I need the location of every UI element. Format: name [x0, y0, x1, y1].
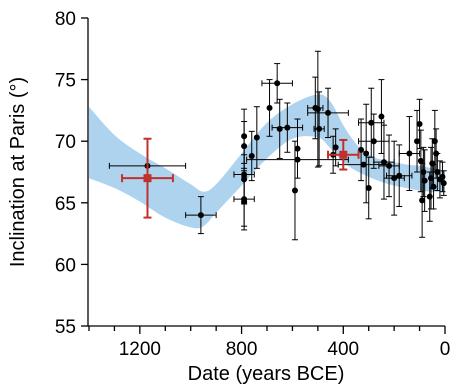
data-point	[276, 98, 283, 159]
point-marker	[241, 198, 248, 205]
point-marker	[416, 120, 423, 127]
point-marker	[421, 177, 428, 184]
point-marker	[197, 212, 204, 219]
point-marker	[294, 145, 301, 152]
y-tick-label: 70	[55, 132, 76, 153]
point-marker	[419, 197, 426, 204]
point-marker	[314, 106, 321, 113]
point-marker	[360, 161, 367, 168]
data-point	[416, 98, 423, 150]
point-marker	[274, 80, 281, 87]
point-marker	[430, 183, 437, 190]
highlight-point	[327, 138, 360, 171]
point-marker	[368, 119, 375, 126]
data-point	[253, 106, 260, 169]
point-marker	[406, 150, 413, 157]
point-marker	[363, 150, 370, 157]
data-point	[419, 162, 426, 238]
data-point	[434, 153, 441, 191]
point-marker	[253, 134, 260, 141]
y-tick-label: 65	[55, 194, 76, 215]
data-point	[378, 79, 385, 155]
point-marker	[440, 180, 447, 187]
point-marker	[414, 138, 421, 145]
point-marker	[426, 193, 433, 200]
point-marker	[332, 144, 339, 151]
y-axis-label: Inclination at Paris (°)	[7, 77, 29, 267]
data-point	[294, 118, 301, 179]
data-point	[261, 63, 293, 104]
y-tick-label: 80	[55, 9, 76, 30]
data-point	[421, 149, 428, 212]
confidence-band-area	[89, 94, 445, 229]
x-tick-label: 400	[327, 339, 359, 360]
point-marker	[248, 152, 255, 159]
data-point	[241, 176, 248, 227]
highlight-series	[121, 137, 360, 219]
point-marker	[391, 175, 398, 182]
data-point	[440, 170, 447, 196]
point-marker	[417, 157, 424, 164]
point-marker	[358, 146, 365, 153]
data-point	[383, 140, 405, 216]
x-axis-label: Date (years BCE)	[188, 363, 345, 385]
point-marker	[370, 138, 377, 145]
point-marker	[431, 138, 438, 145]
data-point	[314, 50, 321, 168]
point-marker	[284, 124, 291, 131]
data-point	[398, 116, 421, 191]
data-point	[358, 118, 365, 182]
data-point	[248, 130, 255, 182]
data-point	[246, 156, 349, 163]
data-point	[358, 87, 385, 158]
point-marker	[316, 125, 323, 132]
point-marker	[378, 113, 385, 120]
point-marker	[291, 187, 298, 194]
data-point	[417, 129, 424, 193]
point-marker	[380, 159, 387, 166]
point-marker	[276, 125, 283, 132]
y-tick-label: 60	[55, 255, 76, 276]
data-point	[414, 109, 421, 173]
highlight-marker	[339, 150, 348, 159]
data-point	[313, 91, 325, 167]
point-marker	[365, 185, 372, 192]
y-tick-label: 55	[55, 317, 76, 338]
point-marker	[325, 109, 332, 116]
confidence-band	[89, 94, 445, 229]
point-marker	[439, 173, 446, 180]
highlight-point	[121, 137, 174, 219]
data-point	[307, 87, 349, 139]
data-point	[337, 161, 390, 168]
data-point	[266, 79, 273, 137]
point-marker	[434, 169, 441, 175]
x-tick-label: 800	[226, 339, 258, 360]
point-marker	[266, 104, 273, 111]
data-points	[108, 50, 447, 241]
y-tick-label: 75	[55, 71, 76, 92]
point-marker	[396, 172, 403, 179]
data-point	[291, 140, 298, 241]
x-tick-label: 1200	[119, 339, 161, 360]
data-point	[373, 124, 395, 200]
point-marker	[294, 156, 301, 163]
data-point	[363, 103, 370, 204]
data-point	[185, 196, 217, 235]
x-tick-label: 0	[440, 339, 451, 360]
data-point	[365, 156, 372, 220]
point-marker	[420, 169, 427, 175]
highlight-marker	[143, 174, 152, 183]
